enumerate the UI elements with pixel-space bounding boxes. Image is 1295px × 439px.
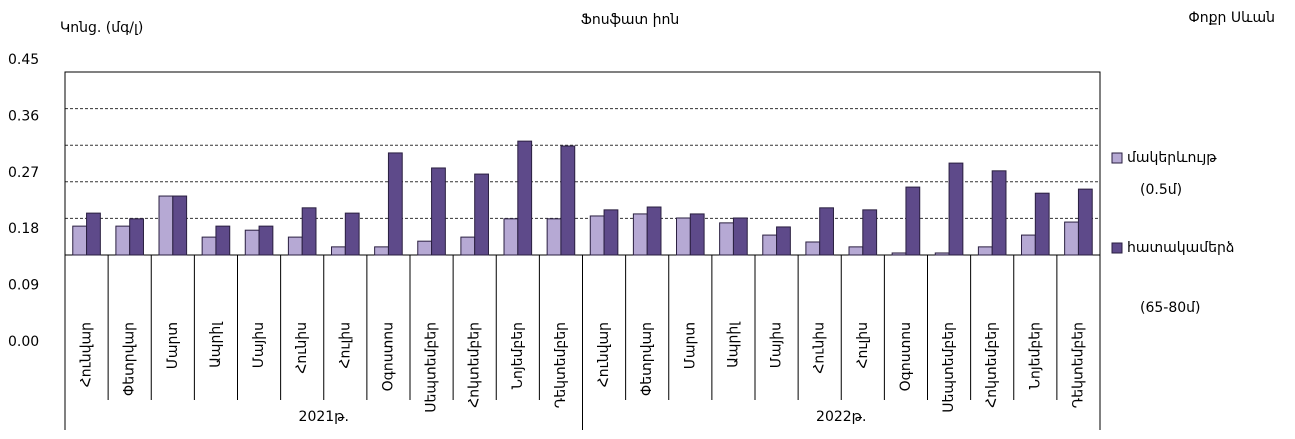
bar [1034, 192, 1050, 256]
bar [805, 241, 821, 256]
bar [201, 236, 217, 256]
x-tick-label: Մայիս [769, 322, 785, 368]
bar [848, 246, 864, 256]
x-tick-label: Ապրիլ [208, 321, 224, 368]
bar [1077, 188, 1093, 256]
x-tick-label: Օգոստոս [380, 322, 396, 391]
x-tick-label: Մայիս [251, 322, 267, 368]
bar [474, 173, 489, 256]
bar [387, 152, 403, 256]
legend-label: հատակամերձ [1127, 240, 1234, 256]
bar [115, 225, 131, 256]
x-tick-label: Հունվար [79, 322, 95, 387]
bar [632, 213, 648, 256]
x-tick-label: Մարտ [165, 322, 181, 369]
chart-title: Ֆոսֆատ իոն [581, 12, 679, 28]
bar [86, 212, 101, 256]
bar [905, 186, 921, 256]
bar [862, 209, 878, 256]
x-tick-label: Հունվար [596, 322, 612, 387]
bar [344, 212, 360, 256]
bar [258, 225, 274, 256]
bar [301, 207, 317, 256]
x-tick-label: Փետրվար [639, 322, 655, 396]
bar [603, 209, 619, 256]
bar [546, 218, 562, 256]
bar [129, 218, 144, 256]
y-axis-label: Կոնց. (մգ/լ) [60, 20, 143, 36]
x-tick-label: Հոկտեմբեր [984, 322, 1000, 408]
x-tick-label: Հուլիս [855, 322, 871, 369]
bar [172, 195, 188, 256]
x-tick-label: Մարտ [682, 322, 698, 369]
bar [215, 225, 231, 256]
bar [689, 213, 705, 256]
bar [948, 162, 964, 256]
x-tick-label: Նոյեմբեր [510, 322, 526, 389]
y-tick-label: 0.36 [8, 108, 39, 124]
year-label: 2021թ. [299, 409, 349, 425]
x-tick-label: Սեպտեմբեր [424, 322, 440, 413]
bar [1021, 234, 1036, 256]
bar [762, 234, 778, 256]
bar [503, 218, 519, 256]
x-tick-label: Հուլիս [337, 322, 353, 369]
x-tick-label: Ապրիլ [725, 321, 741, 368]
bar [676, 217, 691, 256]
legend-swatch [1111, 152, 1123, 164]
x-tick-label: Փետրվար [122, 322, 138, 396]
x-tick-label: Հոկտեմբեր [467, 322, 483, 408]
bar [732, 217, 748, 256]
bar [719, 222, 734, 256]
legend-label: (65-80մ) [1140, 300, 1200, 316]
bar [331, 246, 346, 256]
x-tick-label: Սեպտեմբեր [941, 322, 957, 413]
bar [819, 207, 834, 256]
bar [776, 226, 791, 256]
bar [977, 246, 993, 256]
legend-label: մակերևույթ [1127, 150, 1217, 166]
y-tick-label: 0.27 [8, 165, 39, 181]
x-tick-label: Հունիս [294, 322, 310, 374]
bar [431, 167, 446, 256]
bar [1064, 221, 1079, 256]
bar [72, 225, 88, 256]
bar [991, 170, 1007, 256]
bar [589, 215, 605, 256]
bar [646, 206, 662, 256]
bar [891, 252, 907, 256]
x-tick-label: Դեկտեմբեր [1070, 322, 1086, 408]
bar [517, 140, 533, 256]
corner-label: Փոքր Սևան [1188, 10, 1275, 26]
y-tick-label: 0.45 [8, 52, 39, 68]
y-tick-label: 0.09 [8, 278, 39, 294]
bar [374, 246, 389, 256]
year-label: 2022թ. [816, 409, 866, 425]
legend-swatch [1111, 242, 1123, 254]
x-tick-label: Հունիս [812, 322, 828, 374]
bar [244, 229, 260, 256]
x-tick-label: Նոյեմբեր [1027, 322, 1043, 389]
bar [287, 236, 303, 256]
y-tick-label: 0.00 [8, 334, 39, 350]
x-tick-label: Օգոստոս [898, 322, 914, 391]
bar [560, 145, 576, 256]
bar [158, 195, 174, 256]
bar [460, 236, 476, 256]
x-tick-label: Դեկտեմբեր [553, 322, 569, 408]
y-tick-label: 0.18 [8, 221, 39, 237]
bar [417, 240, 433, 256]
legend-label: (0.5մ) [1140, 182, 1182, 198]
bar [934, 252, 950, 256]
